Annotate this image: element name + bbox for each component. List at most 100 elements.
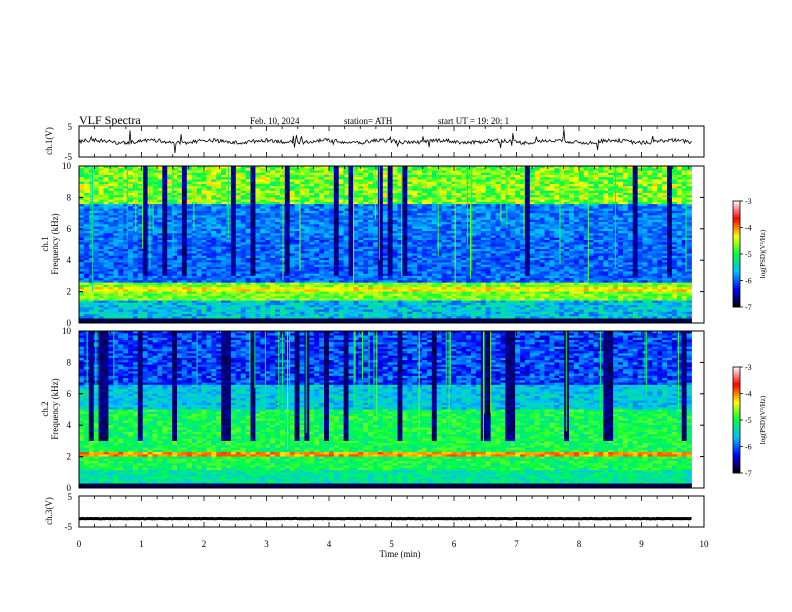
spectrogram-cell [338,242,344,245]
spectrogram-cell [216,201,222,205]
spectrogram-cell [652,235,658,239]
spectrogram-cell [245,195,251,198]
spectrogram-cell [221,240,227,243]
spectrogram-cell [314,188,320,192]
spectrogram-cell [324,253,330,257]
spectrogram-cell [152,251,158,254]
spectrogram-cell [270,172,276,176]
spectrogram-cell [681,183,687,187]
spectrogram-cell [152,233,158,236]
spectrogram-cell [363,201,369,205]
spectrogram-cell [181,224,188,227]
spectrogram-cell [343,192,349,196]
spectrogram-cell [431,166,438,169]
spectrogram-cell [201,170,207,174]
spectrogram-cell [534,181,540,185]
spectrogram-cell [569,179,575,183]
spectrogram-cell [544,170,550,174]
spectrogram-cell [466,235,472,239]
spectrogram-cell [490,213,496,216]
spectrogram-cell [363,235,369,239]
spectrogram-cell [618,208,624,212]
spectrogram-cell [662,188,668,192]
spectrogram-cell [676,208,683,212]
spectrogram-cell [235,172,242,176]
spectrogram-cell [382,170,389,174]
spectrogram-cell [363,253,369,257]
spectrogram-cell [622,244,629,248]
spectrogram-cell [196,201,202,205]
spectrogram-cell [495,222,501,225]
spectrogram-cell [534,195,540,198]
spectrogram-cell [245,204,251,207]
spectrogram-cell [431,253,438,257]
spectrogram-cell [221,186,227,189]
spectrogram-cell [284,186,291,189]
spectrogram-cell [559,228,565,232]
spectrogram-cell [412,186,418,189]
spectrogram-cell [118,181,124,185]
spectrogram-cell [686,251,692,254]
spectrogram-cell [333,222,340,225]
spectrogram-cell [358,186,364,189]
spectrogram-cell [515,188,521,192]
spectrogram-cell [667,251,673,254]
spectrogram-cell [328,199,335,203]
spectrogram-cell [480,206,487,210]
spectrogram-cell [172,228,178,232]
spectrogram-cell [216,174,222,178]
spectrogram-cell [363,186,369,189]
spectrogram-cell [402,213,408,216]
spectrogram-cell [461,240,467,243]
spectrogram-cell [647,224,653,227]
spectrogram-cell [348,199,354,203]
spectrogram-cell [524,237,531,241]
spectrogram-cell [652,204,658,207]
spectrogram-cell [211,228,217,232]
spectrogram-cell [417,208,423,212]
spectrogram-cell [588,222,594,225]
spectrogram-cell [333,210,340,214]
spectrogram-cell [539,242,545,245]
spectrogram-cell [652,166,658,169]
spectrogram-cell [549,195,555,198]
spectrogram-cell [328,195,335,198]
spectrogram-cell [588,188,594,192]
spectrogram-cell [348,231,354,234]
spectrogram-cell [657,240,663,243]
spectrogram-cell [98,219,104,223]
spectrogram-cell [206,204,212,207]
spectrogram-cell [529,168,536,171]
spectrogram-cell [123,251,129,254]
spectrogram-cell [167,204,173,207]
spectrogram-cell [294,204,300,207]
spectrogram-cell [392,248,398,252]
spectrogram-cell [142,222,148,225]
spectrogram-cell [152,181,158,185]
spectrogram-cell [206,237,212,241]
spectrogram-cell [299,224,305,227]
spectrogram-cell [98,190,104,194]
spectrogram-cell [113,231,119,234]
spectrogram-cell [245,183,251,187]
spectrogram-cell [284,174,291,178]
spectrogram-cell [235,242,242,245]
spectrogram-cell [108,208,114,212]
spectrogram-cell [260,166,266,169]
spectrogram-cell [495,240,501,243]
spectrogram-cell [412,253,418,257]
spectrogram-cell [618,235,624,239]
spectrogram-cell [270,183,276,187]
spectrogram-cell [451,226,457,230]
spectrogram-cell [554,242,560,245]
spectrogram-cell [652,174,658,178]
spectrogram-cell [569,174,575,178]
spectrogram-cell [201,172,207,176]
spectrogram-cell [456,228,462,232]
spectrogram-cell [632,206,638,210]
spectrogram-cell [299,228,305,232]
spectrogram-cell [304,188,310,192]
spectrogram-cell [221,190,227,194]
spectrogram-cell [407,237,413,241]
spectrogram-cell [593,240,599,243]
